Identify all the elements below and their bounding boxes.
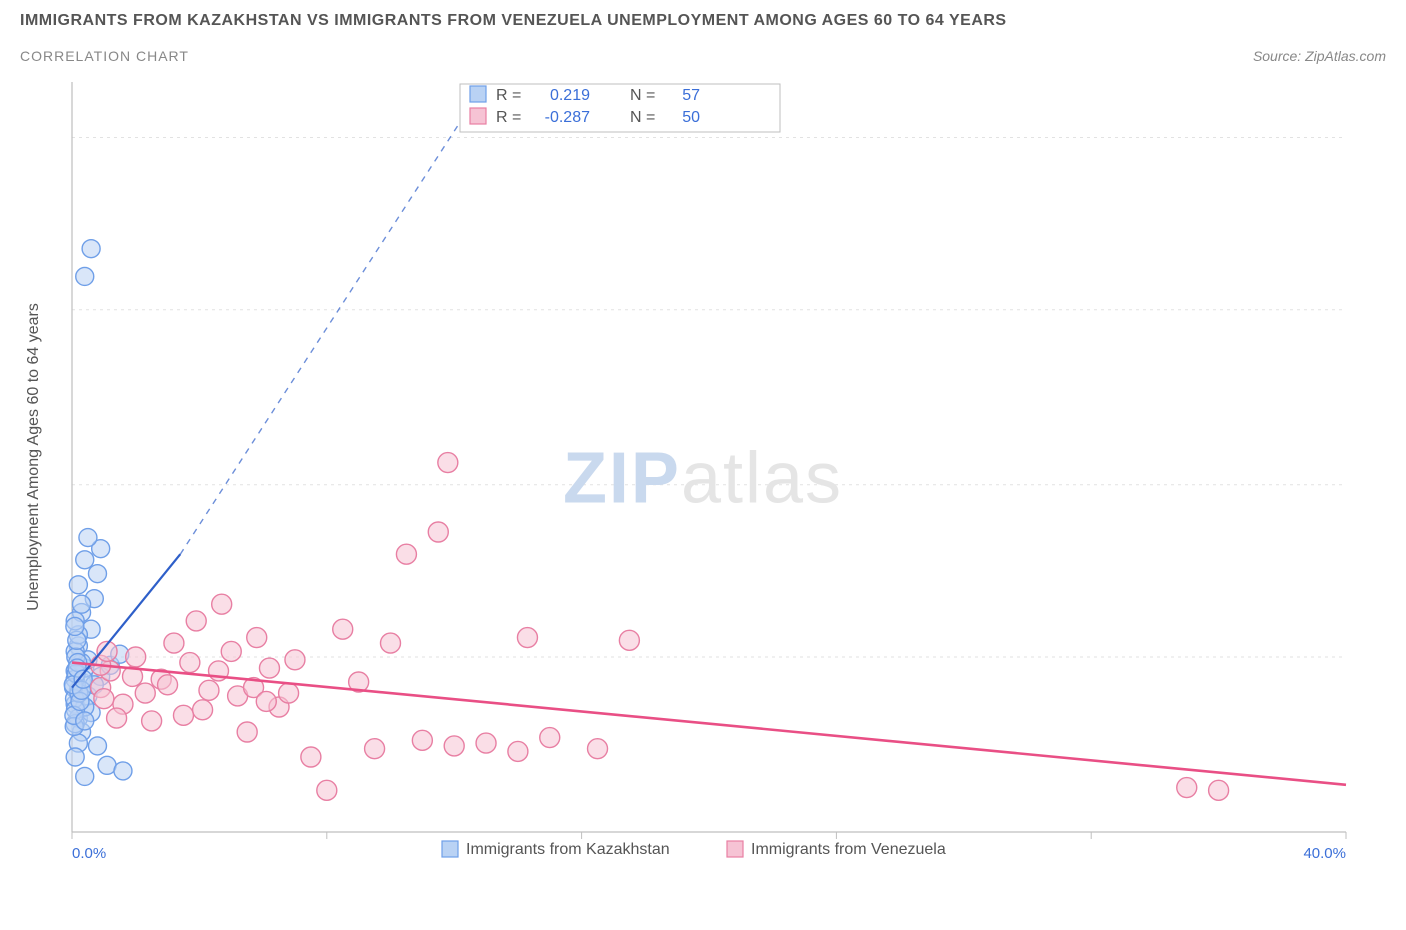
svg-text:R =: R =: [496, 109, 521, 126]
svg-text:Immigrants from Kazakhstan: Immigrants from Kazakhstan: [466, 841, 670, 858]
svg-text:N =: N =: [630, 87, 655, 104]
svg-text:40.0%: 40.0%: [1303, 845, 1346, 862]
svg-text:R =: R =: [496, 87, 521, 104]
correlation-scatter-chart: Unemployment Among Ages 60 to 64 years6.…: [20, 72, 1350, 892]
chart-container: Unemployment Among Ages 60 to 64 years6.…: [20, 72, 1386, 897]
chart-title: IMMIGRANTS FROM KAZAKHSTAN VS IMMIGRANTS…: [20, 12, 1386, 30]
svg-text:N =: N =: [630, 109, 655, 126]
chart-header: IMMIGRANTS FROM KAZAKHSTAN VS IMMIGRANTS…: [0, 0, 1406, 64]
svg-text:57: 57: [682, 87, 700, 104]
svg-text:Immigrants from Venezuela: Immigrants from Venezuela: [751, 841, 946, 858]
subtitle-row: CORRELATION CHART Source: ZipAtlas.com: [20, 48, 1386, 64]
svg-text:-0.287: -0.287: [545, 109, 590, 126]
chart-subtitle: CORRELATION CHART: [20, 48, 189, 64]
svg-text:Unemployment Among Ages 60 to: Unemployment Among Ages 60 to 64 years: [25, 303, 42, 611]
source-attribution: Source: ZipAtlas.com: [1253, 48, 1386, 64]
svg-text:50: 50: [682, 109, 700, 126]
svg-text:0.219: 0.219: [550, 87, 590, 104]
svg-text:0.0%: 0.0%: [72, 845, 106, 862]
